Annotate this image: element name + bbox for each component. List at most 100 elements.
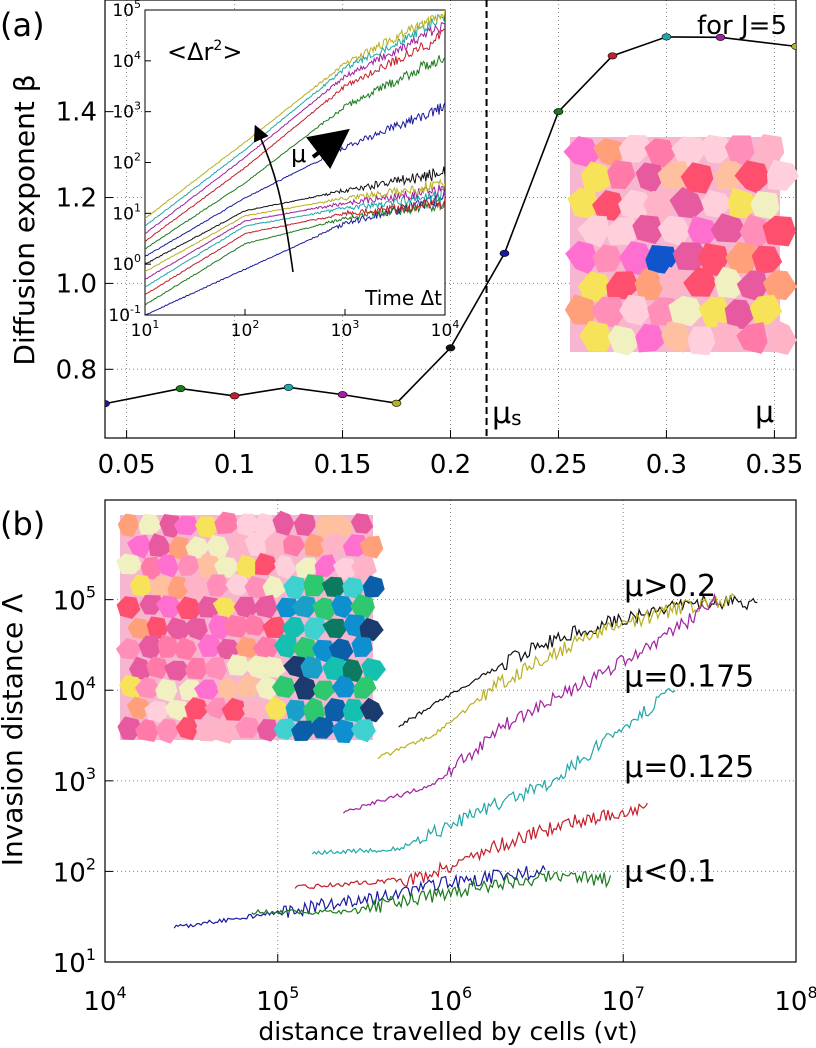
cell [342,534,369,557]
b-ytick-label: 103 [53,764,96,798]
beta-point [175,385,186,393]
cell [724,299,756,329]
inset-ytick-label-exp: 5 [134,0,141,11]
cell [350,513,374,534]
cell [272,510,295,536]
cell [645,245,677,274]
b-xtick-label-base: 10 [256,987,289,1017]
msd-line [145,166,445,265]
cell [274,555,297,580]
cell [252,636,280,662]
cell [668,295,704,327]
cell [119,675,145,699]
cell [175,717,199,741]
cell [155,554,179,578]
invasion-label: μ<0.1 [624,854,716,889]
cell [195,717,223,742]
inset-ytick-label-base: 10 [112,154,134,174]
beta-vs-mu-series [105,33,796,408]
cell [314,554,338,577]
a-xtick-label: 0.15 [314,450,372,480]
cell [283,575,306,600]
cell [264,533,287,556]
cell [235,674,261,698]
cell [291,720,314,741]
invasion-line [173,864,546,929]
cell [762,270,798,301]
inset-ytick-label-base: 10 [112,204,134,224]
cell [291,595,318,618]
cell [683,266,717,297]
b-xtick-label-base: 10 [602,987,635,1017]
cell [351,719,376,743]
cell [263,656,286,678]
cell [149,575,172,599]
cell [292,636,319,659]
invasion-line [398,593,758,728]
b-ytick-label: 104 [53,673,96,707]
cell [194,516,218,538]
cell [710,213,747,243]
cell [242,699,266,722]
cell [159,514,180,539]
inset-xtick-label: 103 [331,318,360,341]
cell [221,697,246,721]
a-xtick-label: 0.3 [646,450,687,480]
inset-ytick-label-base: 10 [112,255,134,275]
cell [312,680,336,701]
cell [567,188,600,220]
panel-b-xlabel: distance travelled by cells (vt) [258,1017,637,1046]
cell [276,597,301,618]
inset-ytick-label: 104 [112,49,141,72]
beta-point [499,249,510,257]
cell [331,514,353,538]
cell [715,160,744,190]
b-ytick-label-base: 10 [53,677,86,707]
panel-a-ylabel: Diffusion exponent β [8,74,41,365]
b-xtick-label-exp: 5 [289,983,299,1002]
b-xtick-label: 108 [774,983,816,1017]
cell [256,719,279,742]
invasion-line [311,687,676,855]
cell [362,575,385,598]
inset-ytick-label-exp: 1 [134,201,141,214]
cell [235,636,259,658]
inset-xtick-label-base: 10 [331,321,353,341]
cell [351,557,377,579]
mu-s-symbol: μ [492,396,511,431]
cell [146,616,168,640]
cell [619,241,654,276]
cell [322,656,349,681]
msd-line [145,197,445,296]
msd-line [145,55,445,250]
cell [635,162,664,193]
cell [254,594,278,619]
cell [167,576,190,599]
inset-ytick-label-exp: 4 [134,49,141,62]
cell [342,577,365,600]
beta-point [553,108,564,116]
cell [353,676,377,699]
cell [173,515,199,536]
cell [320,533,345,556]
cell [264,696,289,720]
msd-line [145,184,445,280]
cell [236,513,259,537]
cell [680,162,714,194]
cell [581,161,614,193]
cell [155,678,178,703]
cell [197,554,220,578]
inset-mu-arrow [305,128,350,170]
cell [184,657,208,680]
cell [751,245,783,274]
cell [262,575,287,599]
a-xtick-label: 0.25 [530,450,588,480]
msd-line [145,178,445,273]
b-xtick-label-base: 10 [774,987,807,1017]
cell [725,241,758,274]
cell [177,554,200,576]
cell [185,536,209,559]
inset-mu-label: μ [291,140,306,168]
a-ytick-label: 1.2 [56,184,97,214]
inset-xtick-label-base: 10 [131,321,153,341]
